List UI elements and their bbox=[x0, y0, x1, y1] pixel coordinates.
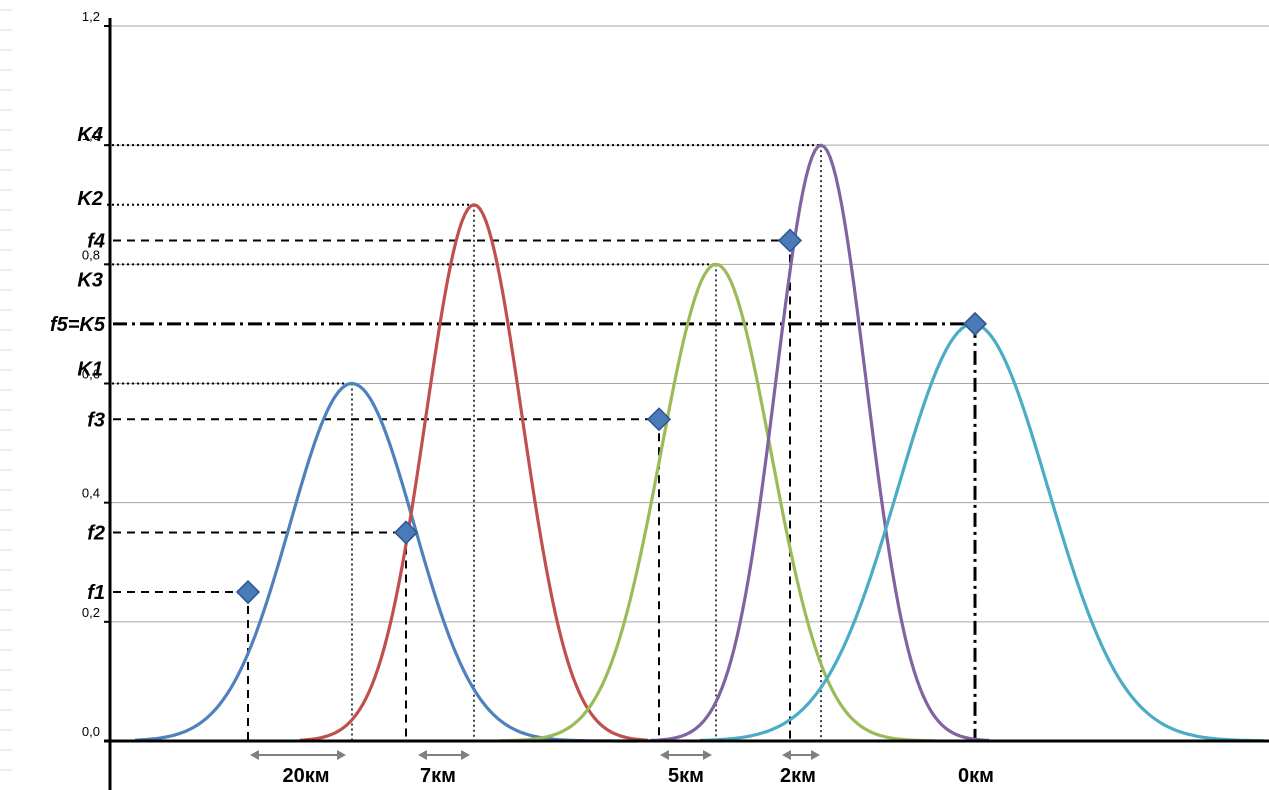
series-line-4 bbox=[649, 143, 990, 743]
data-markers bbox=[235, 228, 988, 605]
peak-label: K1 bbox=[77, 359, 103, 381]
arrow-head-right bbox=[461, 750, 470, 760]
y-tick-label: 1,2 bbox=[82, 9, 100, 24]
series-line-2 bbox=[299, 203, 649, 742]
y-tick-label: 0,4 bbox=[82, 486, 100, 501]
y-axis-ticks: 0,0 0,2 0,4 0,6 0,8 1,0 1,2 bbox=[82, 9, 110, 742]
marker-label: f3 bbox=[87, 409, 105, 431]
arrow-head-left bbox=[418, 750, 427, 760]
marker-label: f5=K5 bbox=[50, 314, 106, 336]
peak-label: K4 bbox=[77, 124, 103, 146]
distance-label: 2км bbox=[780, 765, 816, 787]
diamond-marker bbox=[962, 311, 988, 336]
arrow-head-right bbox=[703, 750, 712, 760]
series-line-3 bbox=[499, 262, 935, 743]
distance-label: 7км bbox=[420, 765, 456, 787]
series-line-5 bbox=[700, 322, 1265, 743]
y-tick-label: 0,6 bbox=[82, 367, 100, 382]
arrow-head-left bbox=[782, 750, 791, 760]
marker-label: f2 bbox=[87, 522, 105, 544]
y-tick-label: 0,0 bbox=[82, 724, 100, 739]
diamond-marker bbox=[646, 407, 672, 432]
distance-label: 20км bbox=[282, 765, 329, 787]
arrow-head-right bbox=[337, 750, 346, 760]
series-curves bbox=[134, 143, 1265, 743]
marker-label: f1 bbox=[87, 582, 105, 604]
peak-label: K3 bbox=[77, 269, 103, 291]
distance-label: 5км bbox=[668, 765, 704, 787]
diamond-marker bbox=[777, 228, 803, 253]
peak-label: K2 bbox=[77, 188, 103, 210]
marker-label: f4 bbox=[87, 231, 105, 253]
distance-arrows bbox=[250, 750, 820, 760]
diamond-marker bbox=[393, 520, 419, 545]
y-tick-label: 0,2 bbox=[82, 605, 100, 620]
y-tick-label: 1,0 bbox=[82, 128, 100, 143]
guide-lines bbox=[107, 144, 977, 741]
text-labels: f1 f2 f3 f4 f5=K5 K1 K2 K3 K4 20км 7км 5км 2км 0км bbox=[50, 124, 994, 787]
y-tick-label: 0,8 bbox=[82, 247, 100, 262]
series-line-1 bbox=[134, 381, 639, 743]
distance-label: 0км bbox=[958, 765, 994, 787]
diamond-marker bbox=[235, 579, 261, 605]
arrow-head-right bbox=[811, 750, 820, 760]
axes bbox=[104, 18, 1269, 790]
arrow-head-left bbox=[660, 750, 669, 760]
spreadsheet-row-strip bbox=[0, 9, 12, 771]
arrow-head-left bbox=[250, 750, 259, 760]
